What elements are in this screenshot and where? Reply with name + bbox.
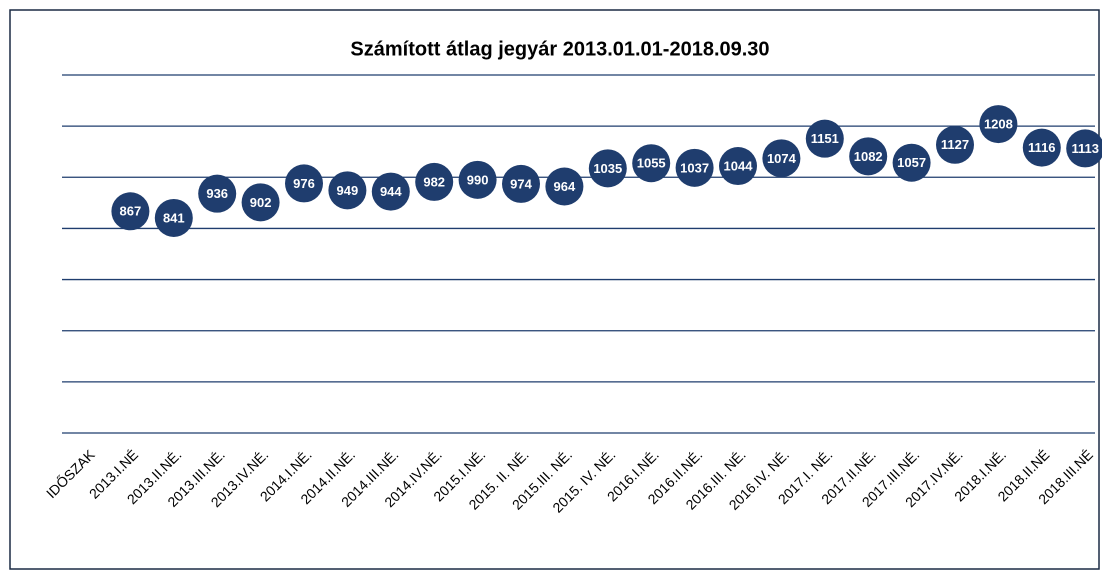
data-label: 1208 [984, 117, 1013, 132]
marker [415, 162, 454, 201]
marker [762, 139, 801, 178]
data-label: 1127 [941, 137, 969, 152]
marker [545, 167, 584, 206]
marker [892, 143, 931, 182]
data-label: 1151 [811, 131, 839, 146]
data-label: 1082 [854, 149, 883, 164]
marker [805, 119, 844, 158]
marker [154, 198, 193, 237]
marker [936, 125, 974, 164]
marker [675, 148, 714, 187]
data-label: 1035 [593, 161, 622, 176]
data-label: 902 [250, 195, 272, 210]
marker [502, 164, 540, 203]
marker [588, 149, 627, 188]
data-label: 974 [510, 176, 532, 191]
marker [1066, 129, 1102, 168]
data-label: 1037 [680, 160, 709, 175]
marker [979, 105, 1018, 144]
data-label: 944 [380, 184, 402, 199]
data-label: 1057 [897, 155, 926, 170]
data-label: 964 [554, 179, 576, 194]
data-label: 1074 [767, 151, 797, 166]
data-label: 990 [467, 172, 489, 187]
marker [719, 147, 757, 186]
marker [198, 174, 237, 213]
marker [458, 160, 497, 199]
marker [241, 183, 280, 222]
data-label: 936 [206, 186, 228, 201]
data-label: 1055 [637, 156, 666, 171]
data-label: 1116 [1028, 140, 1056, 155]
marker [371, 172, 410, 211]
data-label: 949 [337, 183, 359, 198]
marker [111, 192, 150, 231]
chart-border [9, 9, 1100, 570]
chart-title: Számított átlag jegyár 2013.01.01-2018.0… [350, 38, 769, 60]
data-label: 1044 [724, 158, 754, 173]
data-label: 982 [423, 174, 445, 189]
data-label: 976 [293, 176, 315, 191]
marker [328, 171, 367, 210]
data-label: 867 [120, 204, 142, 219]
marker [849, 137, 888, 176]
marker [632, 144, 671, 183]
marker [285, 164, 323, 203]
marker [1022, 128, 1061, 167]
data-label: 841 [163, 210, 185, 225]
data-label: 1113 [1071, 141, 1099, 156]
